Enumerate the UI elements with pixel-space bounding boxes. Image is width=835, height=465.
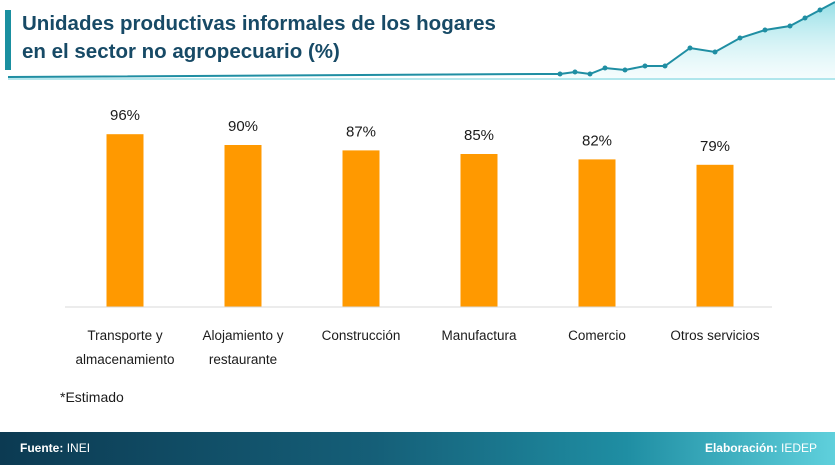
credit-label: Elaboración:: [704, 441, 778, 455]
data-label-1: 90%: [228, 118, 258, 135]
bar-5: [696, 164, 734, 307]
category-label-2-0: Construcción: [322, 328, 401, 343]
bar-2: [342, 150, 380, 307]
footnote: *Estimado: [60, 389, 124, 405]
bar-1: [224, 145, 262, 307]
bar-4: [578, 159, 616, 307]
decorative-trend-line: [7, 1, 835, 80]
bars-layer: [106, 134, 734, 307]
chart-title: Unidades productivas informales de los h…: [22, 10, 562, 66]
category-label-3-0: Manufactura: [441, 328, 517, 343]
source-label: Fuente:: [20, 441, 64, 455]
category-label-0-1: almacenamiento: [75, 352, 174, 367]
category-label-5-0: Otros servicios: [670, 328, 760, 343]
chart-title-line-2: en el sector no agropecuario (%): [22, 40, 340, 63]
bar-3: [460, 154, 498, 307]
chart-title-line-1: Unidades productivas informales de los h…: [22, 12, 496, 35]
credit-note: Elaboración: IEDEP: [705, 441, 817, 455]
labels-layer: 96% Transporte y almacenamiento 90% Alojamie…: [75, 107, 759, 367]
data-label-5: 79%: [700, 138, 730, 155]
category-label-4-0: Comercio: [568, 328, 626, 343]
bar-chart: 96% Transporte y almacenamiento 90% Alojamie…: [65, 107, 772, 367]
data-label-0: 96%: [110, 107, 140, 124]
credit-value: IEDEP: [780, 441, 817, 455]
data-label-4: 82%: [582, 132, 612, 149]
source-value: INEI: [66, 441, 91, 455]
title-accent-bar: [5, 10, 11, 70]
category-label-1-0: Alojamiento y: [202, 328, 283, 343]
data-label-3: 85%: [464, 127, 494, 144]
data-label-2: 87%: [346, 123, 376, 140]
category-label-1-1: restaurante: [209, 352, 277, 367]
footer: Fuente: INEI Elaboración: IEDEP: [0, 432, 835, 465]
header: Unidades productivas informales de los h…: [0, 0, 835, 82]
bar-0: [106, 134, 144, 307]
source-note: Fuente: INEI: [20, 441, 90, 455]
category-label-0-0: Transporte y: [87, 328, 163, 343]
